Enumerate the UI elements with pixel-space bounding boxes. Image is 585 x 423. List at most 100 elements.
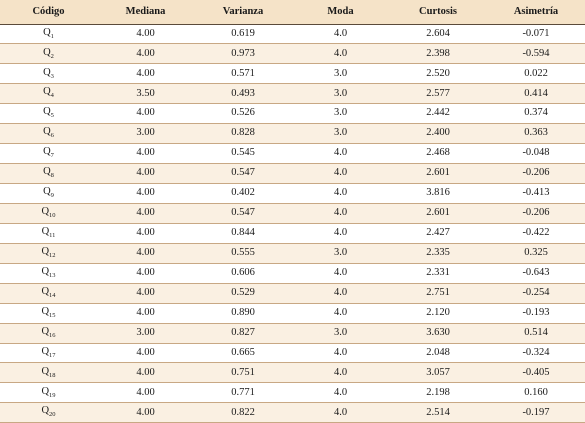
cell-mediana: 4.00 [97, 43, 194, 65]
code-subscript: 8 [50, 172, 54, 180]
code-letter: Q [41, 285, 50, 297]
cell-mediana: 4.00 [97, 24, 194, 45]
code-subscript: 4 [50, 92, 54, 100]
cell-curtosis: 2.331 [389, 263, 487, 284]
table-row: Q17 4.00 0.665 4.0 2.048 -0.324 [0, 343, 585, 364]
cell-curtosis: 2.048 [389, 343, 487, 364]
cell-mediana: 4.00 [97, 223, 194, 244]
cell-varianza: 0.973 [194, 43, 292, 65]
table-row: Q6 3.00 0.828 3.0 2.400 0.363 [0, 123, 585, 145]
cell-curtosis: 3.630 [389, 323, 487, 344]
table-row: Q13 4.00 0.606 4.0 2.331 -0.643 [0, 263, 585, 284]
cell-moda: 4.0 [292, 382, 389, 404]
table-row: Q15 4.00 0.890 4.0 2.120 -0.193 [0, 303, 585, 324]
code-subscript: 14 [49, 291, 56, 299]
code-subscript: 1 [50, 32, 54, 40]
code-subscript: 11 [49, 232, 56, 240]
cell-curtosis: 2.577 [389, 83, 487, 105]
cell-varianza: 0.545 [194, 143, 292, 165]
cell-moda: 3.0 [292, 123, 389, 145]
cell-asimetria: -0.254 [487, 283, 585, 304]
cell-codigo: Q18 [0, 362, 97, 384]
cell-mediana: 4.00 [97, 203, 194, 224]
code-subscript: 10 [49, 212, 56, 220]
cell-mediana: 4.00 [97, 303, 194, 324]
cell-curtosis: 2.335 [389, 243, 487, 264]
cell-moda: 4.0 [292, 223, 389, 244]
table-body: Q1 4.00 0.619 4.0 2.604 -0.071 Q2 4.00 0.973 4.0 2… [0, 24, 585, 423]
code-subscript: 13 [49, 272, 56, 280]
table-row: Q2 4.00 0.973 4.0 2.398 -0.594 [0, 43, 585, 65]
cell-codigo: Q17 [0, 343, 97, 364]
code-letter: Q [41, 265, 50, 277]
cell-mediana: 4.00 [97, 63, 194, 85]
cell-mediana: 4.00 [97, 143, 194, 165]
cell-curtosis: 2.514 [389, 402, 487, 423]
cell-codigo: Q3 [0, 63, 97, 85]
cell-asimetria: -0.206 [487, 163, 585, 184]
cell-moda: 4.0 [292, 402, 389, 423]
cell-moda: 3.0 [292, 63, 389, 85]
cell-varianza: 0.571 [194, 63, 292, 85]
code-letter: Q [41, 405, 50, 417]
cell-varianza: 0.822 [194, 402, 292, 423]
code-letter: Q [43, 46, 51, 58]
cell-curtosis: 2.398 [389, 43, 487, 65]
code-letter: Q [43, 146, 51, 158]
cell-codigo: Q14 [0, 283, 97, 304]
cell-varianza: 0.529 [194, 283, 292, 304]
cell-moda: 4.0 [292, 343, 389, 364]
cell-asimetria: -0.324 [487, 343, 585, 364]
cell-varianza: 0.619 [194, 24, 292, 45]
cell-asimetria: -0.071 [487, 24, 585, 45]
cell-varianza: 0.665 [194, 343, 292, 364]
cell-mediana: 3.00 [97, 323, 194, 344]
cell-varianza: 0.555 [194, 243, 292, 264]
cell-asimetria: -0.206 [487, 203, 585, 224]
cell-varianza: 0.547 [194, 203, 292, 224]
cell-asimetria: 0.363 [487, 123, 585, 145]
cell-varianza: 0.402 [194, 183, 292, 204]
cell-varianza: 0.771 [194, 382, 292, 404]
table-row: Q8 4.00 0.547 4.0 2.601 -0.206 [0, 163, 585, 184]
code-letter: Q [41, 345, 50, 357]
cell-codigo: Q1 [0, 24, 97, 45]
cell-mediana: 3.50 [97, 83, 194, 105]
cell-varianza: 0.526 [194, 103, 292, 125]
code-subscript: 17 [49, 351, 56, 359]
table-row: Q5 4.00 0.526 3.0 2.442 0.374 [0, 103, 585, 125]
cell-mediana: 4.00 [97, 263, 194, 284]
cell-codigo: Q16 [0, 323, 97, 344]
cell-asimetria: -0.594 [487, 43, 585, 65]
cell-moda: 4.0 [292, 303, 389, 324]
cell-moda: 3.0 [292, 103, 389, 125]
code-letter: Q [41, 365, 50, 377]
header-row: Código Mediana Varianza Moda Curtosis As… [0, 0, 585, 25]
cell-varianza: 0.827 [194, 323, 292, 344]
cell-codigo: Q4 [0, 83, 97, 105]
code-subscript: 3 [50, 72, 54, 80]
cell-asimetria: 0.514 [487, 323, 585, 344]
table-row: Q20 4.00 0.822 4.0 2.514 -0.197 [0, 402, 585, 423]
cell-moda: 4.0 [292, 362, 389, 384]
cell-codigo: Q20 [0, 402, 97, 423]
cell-curtosis: 2.198 [389, 382, 487, 404]
cell-codigo: Q15 [0, 303, 97, 324]
code-letter: Q [41, 206, 50, 218]
cell-asimetria: -0.422 [487, 223, 585, 244]
cell-codigo: Q11 [0, 223, 97, 244]
cell-moda: 3.0 [292, 83, 389, 105]
cell-moda: 3.0 [292, 323, 389, 344]
code-subscript: 18 [49, 371, 56, 379]
cell-curtosis: 2.442 [389, 103, 487, 125]
code-subscript: 2 [50, 52, 54, 60]
code-letter: Q [43, 66, 51, 78]
cell-mediana: 4.00 [97, 103, 194, 125]
cell-codigo: Q13 [0, 263, 97, 284]
cell-curtosis: 2.604 [389, 24, 487, 45]
header-moda: Moda [292, 0, 389, 25]
cell-mediana: 3.00 [97, 123, 194, 145]
cell-codigo: Q6 [0, 123, 97, 145]
table-row: Q4 3.50 0.493 3.0 2.577 0.414 [0, 83, 585, 105]
cell-moda: 4.0 [292, 203, 389, 224]
